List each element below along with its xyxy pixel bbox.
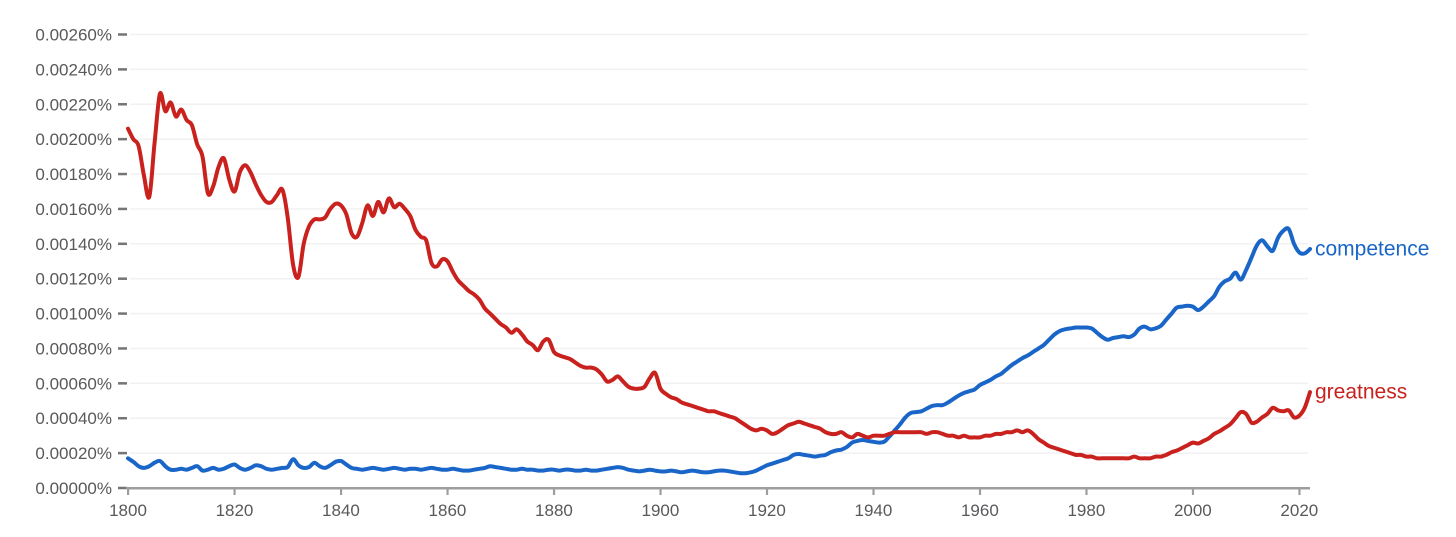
x-axis-tick-label: 2020 (1280, 501, 1318, 520)
x-tick (233, 488, 236, 495)
gridline (130, 347, 1308, 350)
y-axis-tick-label: 0.00080% (35, 339, 112, 358)
y-tick-dash (118, 172, 127, 176)
x-tick (872, 488, 875, 495)
y-tick-dash (118, 242, 127, 246)
y-tick-dash (118, 207, 127, 211)
gridline (130, 103, 1308, 106)
y-tick-dash (118, 137, 127, 141)
gridline (130, 173, 1308, 175)
gridline (130, 277, 1308, 280)
y-axis-tick-label: 0.00240% (35, 60, 112, 79)
y-tick-dash (118, 68, 127, 71)
y-axis-tick-label: 0.00020% (35, 444, 112, 463)
y-axis-tick-label: 0.00040% (35, 409, 112, 428)
y-axis-tick-label: 0.00200% (35, 130, 112, 149)
y-tick-dash (118, 416, 127, 420)
y-axis-tick-label: 0.00260% (35, 26, 112, 45)
gridline (130, 208, 1308, 210)
x-axis-tick-label: 1880 (535, 501, 573, 520)
y-tick-dash (118, 312, 127, 315)
y-tick-dash (118, 103, 127, 106)
y-axis-tick-label: 0.00060% (35, 374, 112, 393)
series-label-greatness[interactable]: greatness (1315, 380, 1408, 404)
x-tick (765, 488, 769, 495)
x-tick (446, 488, 449, 495)
y-tick-dash (118, 486, 127, 490)
y-axis-tick-label: 0.00100% (35, 305, 112, 324)
x-axis-tick-label: 1960 (961, 501, 999, 520)
gridline (130, 68, 1308, 71)
x-tick (552, 488, 556, 495)
gridline (130, 452, 1308, 454)
y-axis-tick-label: 0.00180% (35, 165, 112, 184)
x-tick (339, 488, 343, 495)
x-axis-tick-label: 1820 (216, 501, 254, 520)
x-axis-tick-label: 2000 (1174, 501, 1212, 520)
gridline (130, 138, 1308, 140)
x-tick (659, 488, 662, 495)
x-tick (1298, 488, 1301, 495)
y-tick-dash (118, 33, 127, 36)
x-tick (1085, 488, 1088, 495)
x-axis-tick-label: 1900 (642, 501, 680, 520)
y-axis-tick-label: 0.00000% (35, 479, 112, 498)
x-tick (1191, 488, 1195, 495)
y-tick-dash (118, 347, 127, 350)
x-tick (978, 488, 982, 495)
series-line-competence[interactable] (126, 226, 1312, 476)
x-axis-tick-label: 1920 (748, 501, 786, 520)
x-axis-tick-label: 1860 (429, 501, 467, 520)
y-axis-tick-label: 0.00120% (35, 270, 112, 289)
gridline (130, 243, 1308, 245)
series-line-greatness[interactable] (126, 90, 1312, 461)
y-axis-tick-label: 0.00140% (35, 235, 112, 254)
y-tick-dash (118, 277, 127, 280)
y-axis-tick-label: 0.00220% (35, 95, 112, 114)
x-tick (127, 488, 130, 495)
y-axis-tick-label: 0.00160% (35, 200, 112, 219)
gridline (130, 33, 1308, 36)
x-axis-tick-label: 1980 (1067, 501, 1105, 520)
x-axis-tick-label: 1940 (854, 501, 892, 520)
x-axis-tick-label: 1800 (109, 501, 147, 520)
gridline (130, 312, 1308, 315)
gridline (130, 417, 1308, 419)
x-axis-line (126, 487, 1310, 490)
y-tick-dash (118, 451, 127, 455)
gridline (130, 382, 1308, 385)
x-axis-tick-label: 1840 (322, 501, 360, 520)
series-label-competence[interactable]: competence (1315, 237, 1430, 261)
y-tick-dash (118, 382, 127, 385)
